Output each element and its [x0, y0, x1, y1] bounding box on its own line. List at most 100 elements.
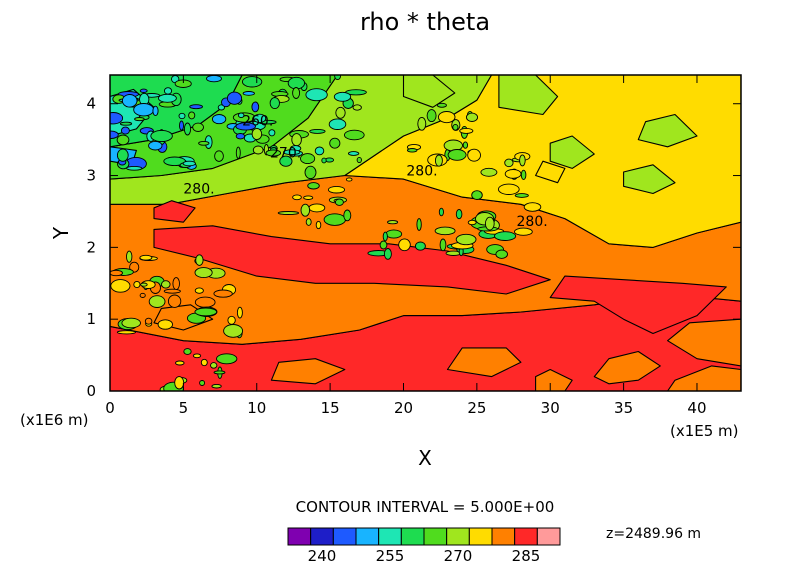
- contour-detail-175: [455, 233, 477, 246]
- contour-detail-233: [292, 194, 302, 201]
- contour-detail-87: [309, 128, 326, 134]
- colorbar-swatch-4: [378, 527, 402, 546]
- contour-detail-197: [459, 127, 474, 134]
- colorbar-label-0: 240: [308, 547, 337, 565]
- contour-detail-148: [139, 254, 153, 261]
- colorbar-swatch-5: [400, 527, 425, 546]
- contour-detail-127: [126, 250, 133, 263]
- y-tick-label-1: 1: [86, 310, 96, 328]
- contour-detail-44: [237, 112, 245, 119]
- contour-detail-232: [277, 211, 300, 215]
- contour-detail-93: [356, 156, 362, 164]
- contour-detail-220: [183, 348, 192, 355]
- contour-detail-58: [116, 148, 129, 162]
- contour-detail-184: [467, 148, 481, 162]
- chart-title: rho * theta: [360, 8, 490, 36]
- contour-detail-120: [163, 288, 181, 294]
- contour-detail-66: [116, 134, 130, 146]
- contour-detail-227: [174, 376, 185, 390]
- z-level-text: z=2489.96 m: [606, 526, 701, 542]
- y-tick-label-2: 2: [86, 238, 96, 256]
- contour-detail-104: [333, 91, 352, 102]
- y-tick-label-4: 4: [86, 95, 96, 113]
- contour-label-3: 280.: [406, 164, 437, 180]
- contour-interval-text: CONTOUR INTERVAL = 5.000E+00: [296, 498, 555, 516]
- y-axis-ticks: 0 1 2 3 4: [86, 95, 741, 400]
- contour-label-2: 280.: [183, 182, 214, 198]
- contour-region-19: [498, 75, 559, 116]
- colorbar-swatch-1: [310, 527, 334, 546]
- contour-labels: 260. 270. 280. 280. 280.: [183, 113, 547, 230]
- contour-detail-193: [452, 123, 459, 131]
- contour-detail-0: [178, 112, 186, 120]
- contour-region-17: [637, 113, 698, 148]
- contour-detail-112: [139, 292, 146, 298]
- contour-detail-110: [110, 279, 131, 293]
- contour-detail-92: [321, 157, 327, 164]
- contour-detail-26: [126, 165, 143, 171]
- contour-detail-152: [439, 238, 447, 252]
- contour-detail-100: [291, 133, 302, 147]
- colorbar: 240 255 270 285: [287, 527, 561, 565]
- contour-detail-244: [300, 203, 311, 217]
- contour-detail-229: [192, 353, 202, 359]
- contour-label-4: 280.: [517, 214, 548, 230]
- contour-detail-43: [163, 87, 173, 95]
- contour-detail-145: [110, 269, 123, 277]
- x-tick-label-7: 35: [614, 399, 633, 417]
- contour-detail-96: [343, 129, 365, 141]
- x-tick-label-3: 15: [321, 399, 340, 417]
- x-tick-label-1: 5: [179, 399, 189, 417]
- contour-detail-142: [116, 330, 136, 335]
- contour-detail-235: [303, 195, 314, 200]
- y-tick-label-0: 0: [86, 382, 96, 400]
- y-unit-label: (x1E6 m): [20, 411, 89, 429]
- contour-detail-228: [216, 353, 238, 365]
- contour-detail-203: [480, 167, 498, 177]
- colorbar-label-2: 270: [444, 547, 473, 565]
- contour-detail-146: [194, 287, 204, 294]
- contour-detail-22: [139, 88, 148, 93]
- contour-detail-140: [167, 294, 182, 308]
- contour-detail-209: [504, 158, 514, 168]
- contour-detail-59: [235, 122, 256, 131]
- contour-detail-226: [199, 380, 206, 386]
- colorbar-label-1: 255: [376, 547, 405, 565]
- x-tick-label-2: 10: [247, 399, 266, 417]
- colorbar-swatch-0: [287, 527, 312, 546]
- contour-detail-97: [252, 145, 264, 155]
- contour-detail-18: [110, 130, 119, 139]
- contour-detail-205: [471, 190, 483, 200]
- contour-detail-242: [308, 203, 326, 213]
- contour-detail-83: [328, 118, 347, 130]
- contour-detail-121: [121, 317, 141, 329]
- x-axis-ticks: 0 5 10 15 20 25 30 35 40: [105, 75, 707, 417]
- contour-detail-111: [172, 277, 180, 291]
- contour-detail-224: [200, 358, 208, 367]
- contour-detail-240: [345, 177, 353, 182]
- contour-detail-212: [520, 169, 527, 181]
- contour-detail-109: [265, 149, 282, 157]
- contour-detail-161: [398, 238, 411, 252]
- contour-detail-192: [434, 154, 443, 167]
- contour-detail-14: [214, 150, 224, 162]
- contour-detail-102: [329, 137, 341, 149]
- contour-detail-50: [133, 103, 155, 117]
- contour-detail-86: [292, 87, 301, 99]
- contour-detail-189: [426, 109, 437, 123]
- contour-detail-213: [484, 216, 495, 231]
- contour-detail-153: [414, 241, 426, 251]
- contour-detail-132: [195, 254, 204, 266]
- contour-detail-196: [406, 148, 418, 153]
- contour-detail-190: [465, 112, 479, 122]
- contour-detail-67: [235, 146, 241, 159]
- contour-detail-215: [497, 183, 520, 195]
- x-tick-label-5: 25: [467, 399, 486, 417]
- contour-detail-241: [304, 165, 317, 180]
- colorbar-swatch-11: [536, 527, 561, 546]
- contour-detail-199: [417, 116, 427, 131]
- contour-detail-117: [236, 306, 243, 319]
- contour-detail-61: [150, 129, 173, 143]
- colorbar-label-3: 285: [512, 547, 541, 565]
- y-tick-label-3: 3: [86, 167, 96, 185]
